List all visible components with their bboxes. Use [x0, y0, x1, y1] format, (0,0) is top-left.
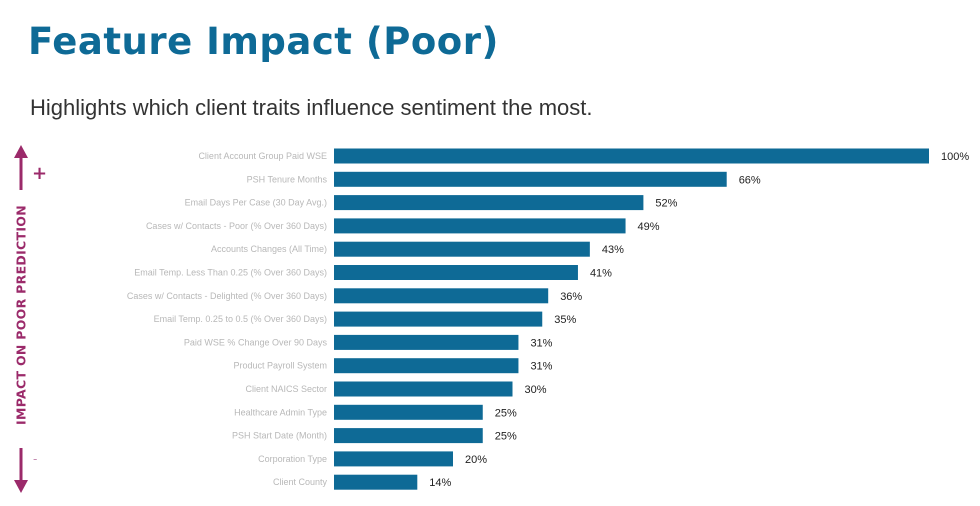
category-label: Healthcare Admin Type — [234, 407, 327, 417]
bar — [334, 195, 644, 211]
value-label: 66% — [739, 174, 761, 186]
category-label: Client Account Group Paid WSE — [198, 151, 327, 161]
value-label: 20% — [465, 454, 487, 466]
value-label: 41% — [590, 268, 612, 280]
value-label: 49% — [638, 221, 660, 233]
value-label: 35% — [554, 314, 576, 326]
page-subtitle: Highlights which client traits influence… — [30, 95, 593, 120]
category-label: Corporation Type — [258, 454, 327, 464]
minus-sign: - — [33, 452, 38, 466]
bar — [334, 288, 549, 304]
bar — [334, 148, 929, 164]
bar — [334, 428, 483, 444]
plus-sign: + — [32, 163, 48, 184]
value-label: 25% — [495, 431, 517, 443]
value-label: 43% — [602, 244, 624, 256]
bar — [334, 358, 519, 374]
page-title: Feature Impact (Poor) — [28, 20, 499, 63]
bar — [334, 474, 418, 490]
value-label: 52% — [655, 198, 677, 210]
bar — [334, 451, 453, 467]
value-label: 31% — [530, 361, 552, 373]
value-label: 25% — [495, 407, 517, 419]
category-label: Paid WSE % Change Over 90 Days — [184, 337, 328, 347]
category-label: Client County — [273, 477, 328, 487]
bar — [334, 311, 543, 327]
category-label: Accounts Changes (All Time) — [211, 244, 327, 254]
value-label: 30% — [525, 384, 547, 396]
category-label: Product Payroll System — [233, 361, 327, 371]
bar — [334, 241, 590, 257]
category-label: Email Temp. Less Than 0.25 (% Over 360 D… — [134, 268, 327, 278]
bar — [334, 218, 626, 234]
category-label: Cases w/ Contacts - Delighted (% Over 36… — [127, 291, 327, 301]
value-label: 36% — [560, 291, 582, 303]
bar — [334, 334, 519, 350]
bar — [334, 171, 727, 187]
bar — [334, 404, 483, 420]
bar — [334, 381, 513, 397]
value-label: 31% — [530, 337, 552, 349]
bar — [334, 265, 578, 280]
impact-axis-indicator: IMPACT ON POOR PREDICTION + - — [0, 0, 60, 506]
category-label: PSH Tenure Months — [247, 174, 328, 184]
category-label: Email Temp. 0.25 to 0.5 (% Over 360 Days… — [154, 314, 327, 324]
impact-arrow-icon — [14, 145, 28, 493]
category-label: PSH Start Date (Month) — [232, 431, 327, 441]
category-label: Email Days Per Case (30 Day Avg.) — [185, 198, 327, 208]
category-label: Client NAICS Sector — [245, 384, 327, 394]
category-label: Cases w/ Contacts - Poor (% Over 360 Day… — [146, 221, 327, 231]
value-label: 100% — [941, 151, 969, 163]
value-label: 14% — [429, 477, 451, 489]
